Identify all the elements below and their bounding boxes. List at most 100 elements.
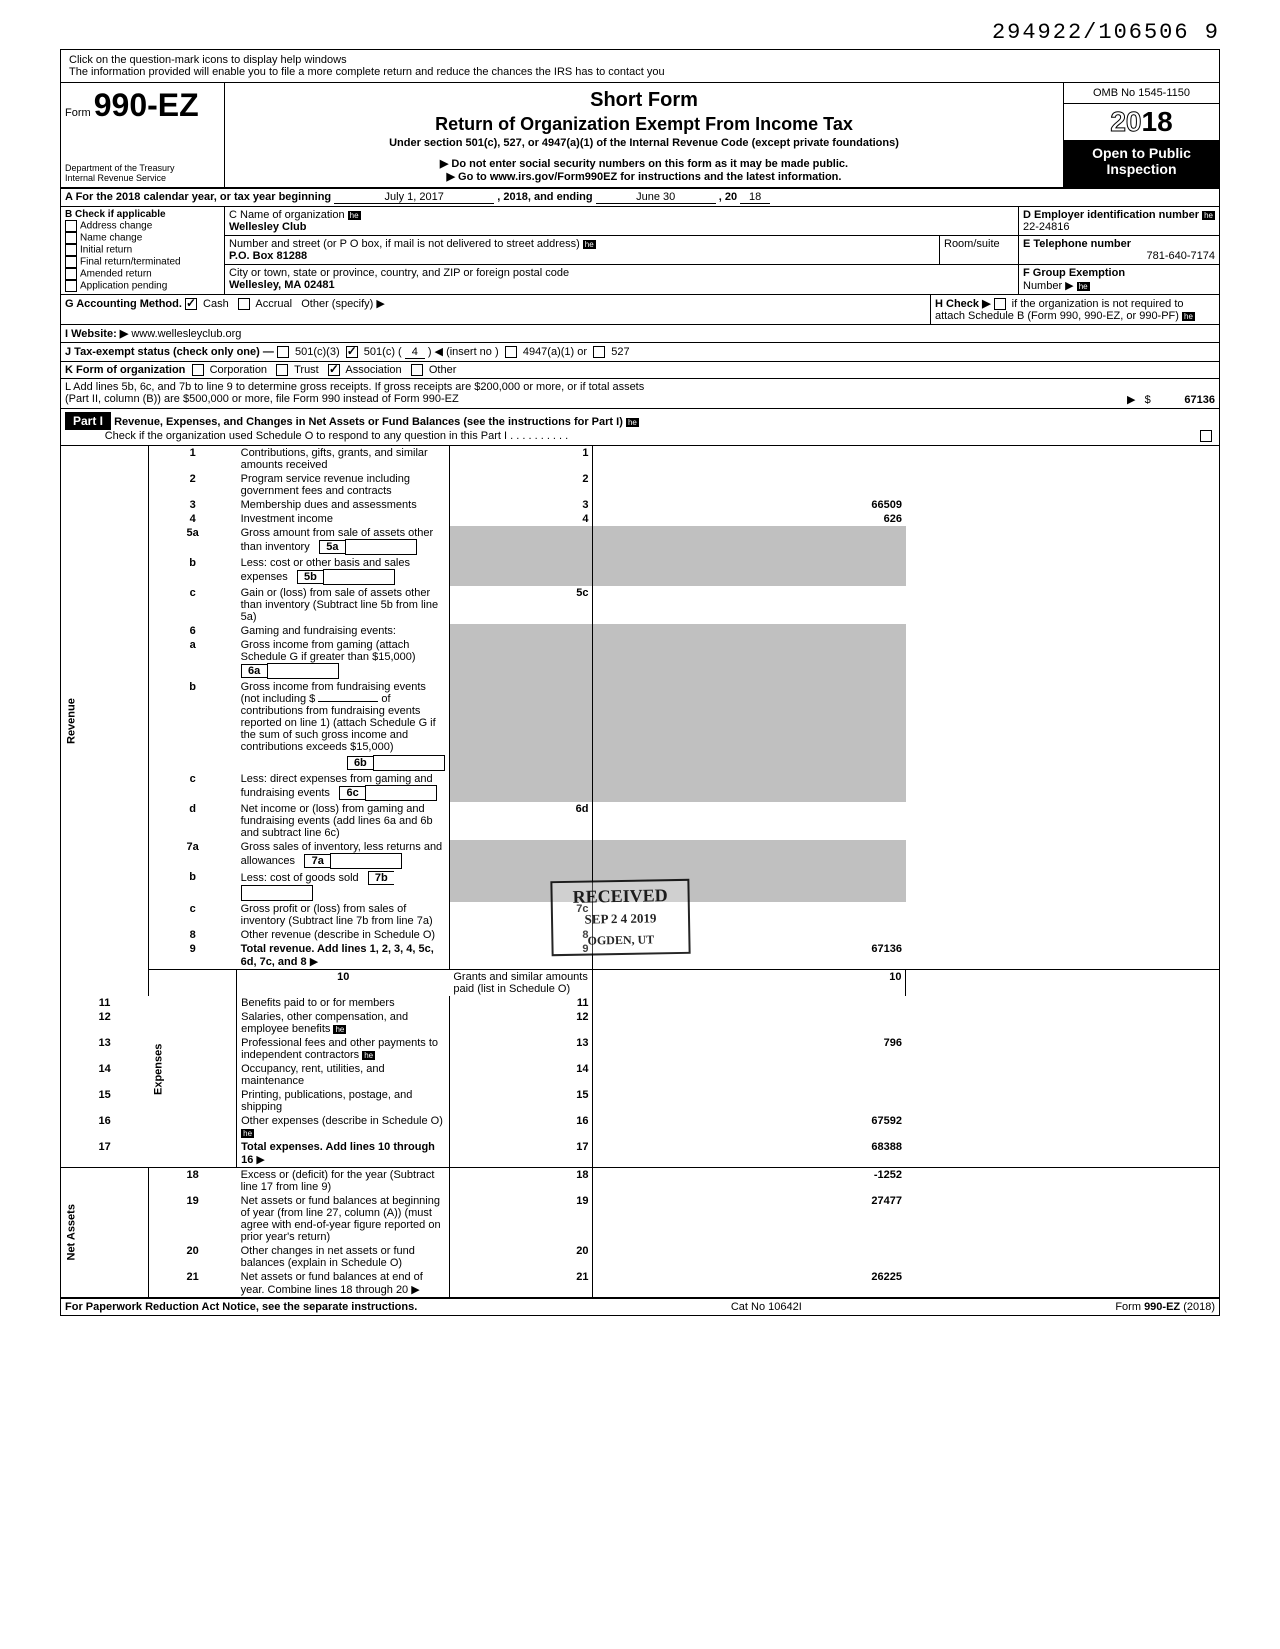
- line-3-amt: 66509: [593, 498, 906, 512]
- stamp-location: OGDEN, UT: [587, 932, 654, 947]
- opt-name-change: Name change: [80, 233, 142, 244]
- chk-h[interactable]: [994, 298, 1006, 310]
- chk-other[interactable]: [411, 364, 423, 376]
- line-6d-text: Net income or (loss) from gaming and fun…: [237, 802, 450, 840]
- stamp-received: RECEIVED: [572, 885, 667, 907]
- help-icon[interactable]: he: [583, 240, 596, 249]
- sub-7a: [330, 853, 402, 869]
- i-label: I Website: ▶: [65, 328, 128, 340]
- line-1-text: Contributions, gifts, grants, and simila…: [237, 446, 450, 472]
- side-revenue: Revenue: [61, 446, 148, 996]
- website: www.wellesleyclub.org: [131, 328, 241, 340]
- f-label: F Group Exemption: [1023, 267, 1125, 279]
- part1-title: Revenue, Expenses, and Changes in Net As…: [114, 416, 623, 428]
- header-right: OMB No 1545-1150 2018 Open to Public Ins…: [1063, 83, 1219, 187]
- footer: For Paperwork Reduction Act Notice, see …: [61, 1297, 1219, 1315]
- side-expenses: Expenses: [148, 970, 236, 1168]
- l-text1: L Add lines 5b, 6c, and 7b to line 9 to …: [65, 381, 644, 393]
- c-label: C Name of organization: [229, 209, 345, 221]
- inspect2: Inspection: [1106, 161, 1176, 177]
- chk-schedule-o[interactable]: [1200, 430, 1212, 442]
- year-suffix: 18: [1142, 106, 1173, 137]
- help-line2: The information provided will enable you…: [69, 66, 665, 78]
- chk-accrual[interactable]: [238, 298, 250, 310]
- line-4-amt: 626: [593, 512, 906, 526]
- j-label: J Tax-exempt status (check only one) —: [65, 346, 274, 358]
- c-addr-label: Number and street (or P O box, if mail i…: [229, 238, 580, 250]
- sub-7b: [241, 885, 313, 901]
- chk-assoc[interactable]: [328, 364, 340, 376]
- line-a: A For the 2018 calendar year, or tax yea…: [61, 189, 1219, 207]
- l-row: L Add lines 5b, 6c, and 7b to line 9 to …: [61, 379, 1219, 409]
- help-icon[interactable]: he: [1077, 282, 1090, 291]
- received-stamp: RECEIVED SEP 2 4 2019 OGDEN, UT: [550, 879, 690, 956]
- def-block: D Employer identification number he 22-2…: [1018, 207, 1219, 294]
- j-4947: 4947(a)(1) or: [523, 346, 587, 358]
- open-inspection: Open to Public Inspection: [1064, 141, 1219, 187]
- help-text: Click on the question-mark icons to disp…: [61, 50, 1219, 82]
- j-501c: 501(c) (: [364, 346, 402, 358]
- line-19-text: Net assets or fund balances at beginning…: [237, 1194, 450, 1244]
- line-a-yr: , 20: [719, 191, 737, 203]
- part1-check-text: Check if the organization used Schedule …: [105, 430, 568, 442]
- chk-501c3[interactable]: [277, 346, 289, 358]
- line-7c-text: Gross profit or (loss) from sales of inv…: [237, 902, 450, 928]
- help-icon[interactable]: he: [241, 1129, 254, 1138]
- chk-application-pending[interactable]: [65, 280, 77, 292]
- help-icon[interactable]: he: [626, 418, 639, 427]
- chk-amended-return[interactable]: [65, 268, 77, 280]
- line-a-begin: July 1, 2017: [334, 191, 494, 204]
- line-14-amt: [593, 1062, 906, 1088]
- opt-amended-return: Amended return: [80, 269, 152, 280]
- line-20-amt: [593, 1244, 906, 1270]
- e-label: E Telephone number: [1023, 238, 1131, 250]
- chk-501c[interactable]: [346, 346, 358, 358]
- j-insert: ) ◀ (insert no ): [428, 346, 499, 358]
- chk-address-change[interactable]: [65, 220, 77, 232]
- h-label: H Check ▶: [935, 298, 991, 310]
- warn-goto: ▶ Go to www.irs.gov/Form990EZ for instru…: [233, 170, 1055, 183]
- side-net-assets: Net Assets: [61, 1168, 148, 1298]
- line-a-end: June 30: [596, 191, 716, 204]
- help-icon[interactable]: he: [1202, 211, 1215, 220]
- chk-name-change[interactable]: [65, 232, 77, 244]
- opt-address-change: Address change: [80, 221, 152, 232]
- line-2-amt: [593, 472, 906, 498]
- room-suite-label: Room/suite: [944, 238, 1000, 250]
- line-a-yr2: 18: [740, 191, 770, 204]
- part1-tag: Part I: [65, 412, 111, 430]
- k-other: Other: [429, 364, 457, 376]
- line-20-text: Other changes in net assets or fund bala…: [237, 1244, 450, 1270]
- footer-mid: Cat No 10642I: [731, 1301, 802, 1313]
- help-icon[interactable]: he: [362, 1051, 375, 1060]
- help-icon[interactable]: he: [348, 211, 361, 220]
- line-2-text: Program service revenue including govern…: [237, 472, 450, 498]
- opt-application-pending: Application pending: [80, 281, 167, 292]
- line-6a-text: Gross income from gaming (attach Schedul…: [241, 639, 416, 663]
- i-row: I Website: ▶ www.wellesleyclub.org: [61, 325, 1219, 343]
- line-14-text: Occupancy, rent, utilities, and maintena…: [237, 1062, 450, 1088]
- chk-4947[interactable]: [505, 346, 517, 358]
- title-return: Return of Organization Exempt From Incom…: [233, 114, 1055, 135]
- line-5c-text: Gain or (loss) from sale of assets other…: [237, 586, 450, 624]
- help-icon[interactable]: he: [333, 1025, 346, 1034]
- stamp-date: SEP 2 4 2019: [584, 910, 656, 926]
- g-label: G Accounting Method.: [65, 298, 182, 310]
- chk-527[interactable]: [593, 346, 605, 358]
- chk-trust[interactable]: [276, 364, 288, 376]
- l-amount: 67136: [1184, 394, 1215, 406]
- line-16-amt: 67592: [593, 1114, 906, 1140]
- header-left: Form 990-EZ Department of the Treasury I…: [61, 83, 225, 187]
- c-city-label: City or town, state or province, country…: [229, 267, 569, 279]
- j-527: 527: [611, 346, 629, 358]
- k-row: K Form of organization Corporation Trust…: [61, 362, 1219, 379]
- chk-corp[interactable]: [192, 364, 204, 376]
- chk-final-return[interactable]: [65, 256, 77, 268]
- tax-year: 2018: [1064, 104, 1219, 141]
- chk-cash[interactable]: [185, 298, 197, 310]
- chk-initial-return[interactable]: [65, 244, 77, 256]
- dept-irs: Internal Revenue Service: [65, 173, 166, 183]
- org-address: P.O. Box 81288: [229, 250, 307, 262]
- c-block: C Name of organization he Wellesley Club…: [225, 207, 1018, 294]
- help-icon[interactable]: he: [1182, 312, 1195, 321]
